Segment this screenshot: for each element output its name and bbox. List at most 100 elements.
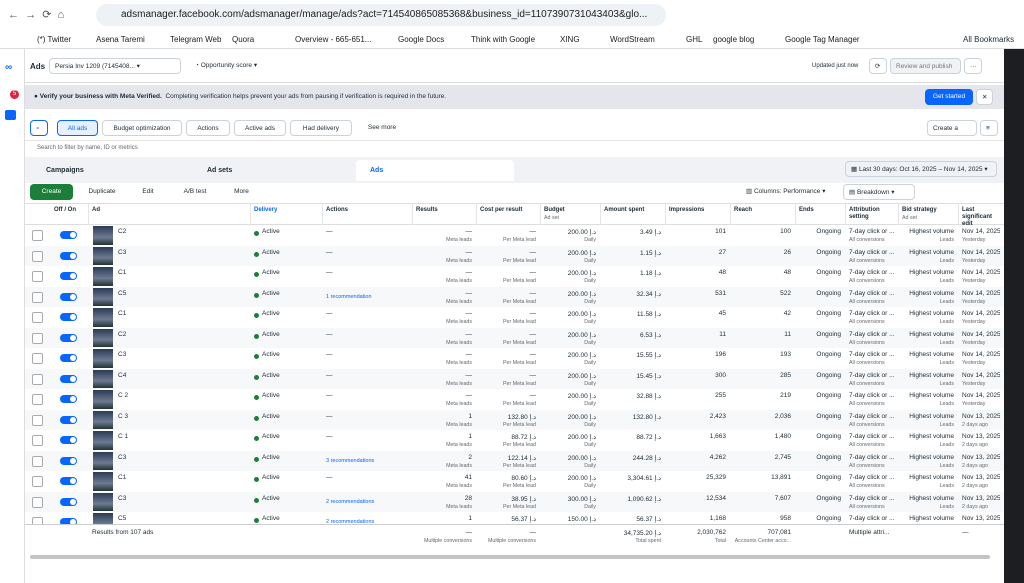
address-bar[interactable] bbox=[96, 4, 666, 26]
cell-ends: Ongoing bbox=[816, 351, 841, 358]
refresh[interactable]: ⟳ bbox=[869, 58, 887, 74]
bookmark[interactable]: Think with Google bbox=[471, 35, 536, 44]
toggle[interactable] bbox=[60, 518, 77, 526]
search-button[interactable]: ⌕ bbox=[30, 120, 48, 136]
cell-results-sub: Meta leads bbox=[446, 298, 472, 305]
review-button[interactable]: Review and publish bbox=[890, 58, 961, 74]
filter-chip[interactable]: All ads bbox=[57, 120, 98, 136]
cell-spent: 15.55 د.إ bbox=[636, 352, 661, 359]
cell-actions[interactable]: 3 recommendations bbox=[326, 457, 375, 464]
bookmark[interactable]: google blog bbox=[713, 35, 755, 44]
filter-chip[interactable]: Actions bbox=[186, 120, 230, 136]
cell-ad: C2 bbox=[118, 228, 127, 235]
bookmark[interactable]: Quora bbox=[232, 35, 255, 44]
columns-button[interactable]: ▥ Columns: Performance ▾ bbox=[741, 184, 837, 200]
toggle[interactable] bbox=[60, 292, 77, 301]
toggle[interactable] bbox=[60, 354, 77, 362]
checkbox[interactable] bbox=[32, 435, 43, 446]
toggle[interactable] bbox=[60, 313, 77, 321]
settings[interactable]: ≡ bbox=[980, 120, 998, 136]
close-banner[interactable]: ✕ bbox=[976, 89, 993, 105]
date-range[interactable]: ▦ Last 30 days: Oct 16, 2025 – Nov 14, 2… bbox=[845, 161, 997, 177]
checkbox[interactable] bbox=[32, 394, 43, 405]
cell-actions[interactable]: 2 recommendations bbox=[326, 498, 375, 505]
cell-actions[interactable]: 1 recommendation bbox=[326, 293, 372, 300]
action-button[interactable]: Duplicate bbox=[78, 184, 126, 200]
search-bar[interactable] bbox=[25, 140, 1004, 158]
create-view[interactable]: Create a view bbox=[927, 120, 977, 148]
cell-spent: 1.18 د.إ bbox=[640, 270, 661, 277]
cell-cost-sub: Per Meta lead bbox=[503, 298, 536, 305]
cell-bid: Highest volume bbox=[909, 269, 954, 276]
cell-results: — bbox=[465, 351, 473, 358]
checkbox[interactable] bbox=[32, 455, 43, 467]
bookmark[interactable]: Overview - 665-651... bbox=[295, 35, 372, 44]
ads-header bbox=[25, 49, 1004, 83]
checkbox[interactable] bbox=[32, 312, 43, 323]
filter-chip[interactable]: See more bbox=[360, 120, 404, 136]
tab[interactable]: Ad sets bbox=[193, 160, 353, 181]
toggle[interactable] bbox=[60, 497, 77, 506]
checkbox[interactable] bbox=[32, 332, 43, 344]
tab[interactable]: Campaigns bbox=[32, 160, 190, 181]
cell-attribution-sub: All conversions bbox=[849, 380, 885, 387]
cell-bid-sub: Leads bbox=[939, 360, 954, 366]
bookmark[interactable]: Google Docs bbox=[398, 35, 445, 44]
filter-chip[interactable]: Budget optimization bbox=[102, 120, 182, 136]
checkbox[interactable] bbox=[32, 496, 43, 508]
bookmark[interactable]: Asena Taremi bbox=[96, 35, 145, 44]
all-bookmarks[interactable]: All Bookmarks bbox=[963, 35, 1015, 44]
opportunity-score[interactable]: ◔ Opportunity score ▾ bbox=[190, 58, 275, 74]
checkbox[interactable] bbox=[32, 271, 43, 282]
account-selector[interactable]: Persia Inv 1209 (7145408... ▾ bbox=[49, 58, 181, 74]
action-button[interactable]: More bbox=[225, 184, 258, 200]
bookmark[interactable]: WordStream bbox=[610, 35, 655, 44]
toggle[interactable] bbox=[60, 436, 77, 444]
toggle[interactable] bbox=[60, 333, 77, 342]
scrollbar[interactable] bbox=[30, 555, 990, 559]
action-button[interactable]: Edit bbox=[133, 184, 163, 200]
filter-chip[interactable]: Had delivery bbox=[290, 120, 352, 136]
cell-cost: — bbox=[529, 310, 537, 317]
checkbox[interactable] bbox=[32, 291, 43, 303]
toggle[interactable] bbox=[60, 456, 77, 465]
nav-icons[interactable]: ← → ⟳ ⌂ bbox=[8, 9, 65, 21]
checkbox[interactable] bbox=[32, 230, 43, 241]
checkbox[interactable] bbox=[32, 353, 43, 364]
cell-ad: C1 bbox=[118, 269, 127, 276]
checkbox[interactable] bbox=[32, 373, 43, 385]
toggle[interactable] bbox=[60, 395, 77, 403]
bookmark[interactable]: Google Tag Manager bbox=[785, 35, 860, 44]
toggle[interactable] bbox=[60, 231, 77, 239]
toggle[interactable] bbox=[60, 415, 77, 424]
filter-chip[interactable]: Active ads bbox=[234, 120, 286, 136]
checkbox[interactable] bbox=[32, 414, 43, 426]
get-started[interactable]: Get started bbox=[925, 89, 973, 105]
table-icon[interactable] bbox=[5, 110, 16, 120]
toggle[interactable] bbox=[60, 272, 77, 280]
cell-results: — bbox=[465, 269, 473, 276]
cell-edit-sub: 2 days ago bbox=[962, 503, 988, 510]
cell-actions: — bbox=[326, 433, 333, 440]
bookmark[interactable]: Telegram Web bbox=[170, 35, 222, 44]
toggle[interactable] bbox=[60, 374, 77, 383]
cell-delivery: Active bbox=[262, 351, 280, 358]
toggle[interactable] bbox=[60, 477, 77, 485]
tab[interactable]: Ads bbox=[356, 160, 514, 181]
bookmark[interactable]: (*) Twitter bbox=[37, 35, 72, 44]
action-button[interactable]: A/B test bbox=[172, 184, 218, 200]
bookmark[interactable]: GHL bbox=[686, 35, 703, 44]
checkbox[interactable] bbox=[32, 250, 43, 262]
breakdown-button[interactable]: ▤ Breakdown ▾ bbox=[843, 184, 915, 200]
cell-ends: Ongoing bbox=[816, 269, 841, 276]
bookmark[interactable]: XING bbox=[560, 35, 580, 44]
toggle[interactable] bbox=[60, 251, 77, 260]
more-button[interactable]: ··· bbox=[964, 58, 982, 74]
cell-spent: 1.15 د.إ bbox=[640, 249, 661, 257]
cell-cost: — bbox=[529, 289, 537, 297]
status-dot bbox=[254, 456, 259, 462]
checkbox[interactable] bbox=[32, 476, 43, 487]
cell-actions[interactable]: 2 recommendations bbox=[326, 519, 375, 525]
column-header: Budget bbox=[544, 207, 565, 213]
action-button[interactable]: Create bbox=[30, 184, 73, 200]
